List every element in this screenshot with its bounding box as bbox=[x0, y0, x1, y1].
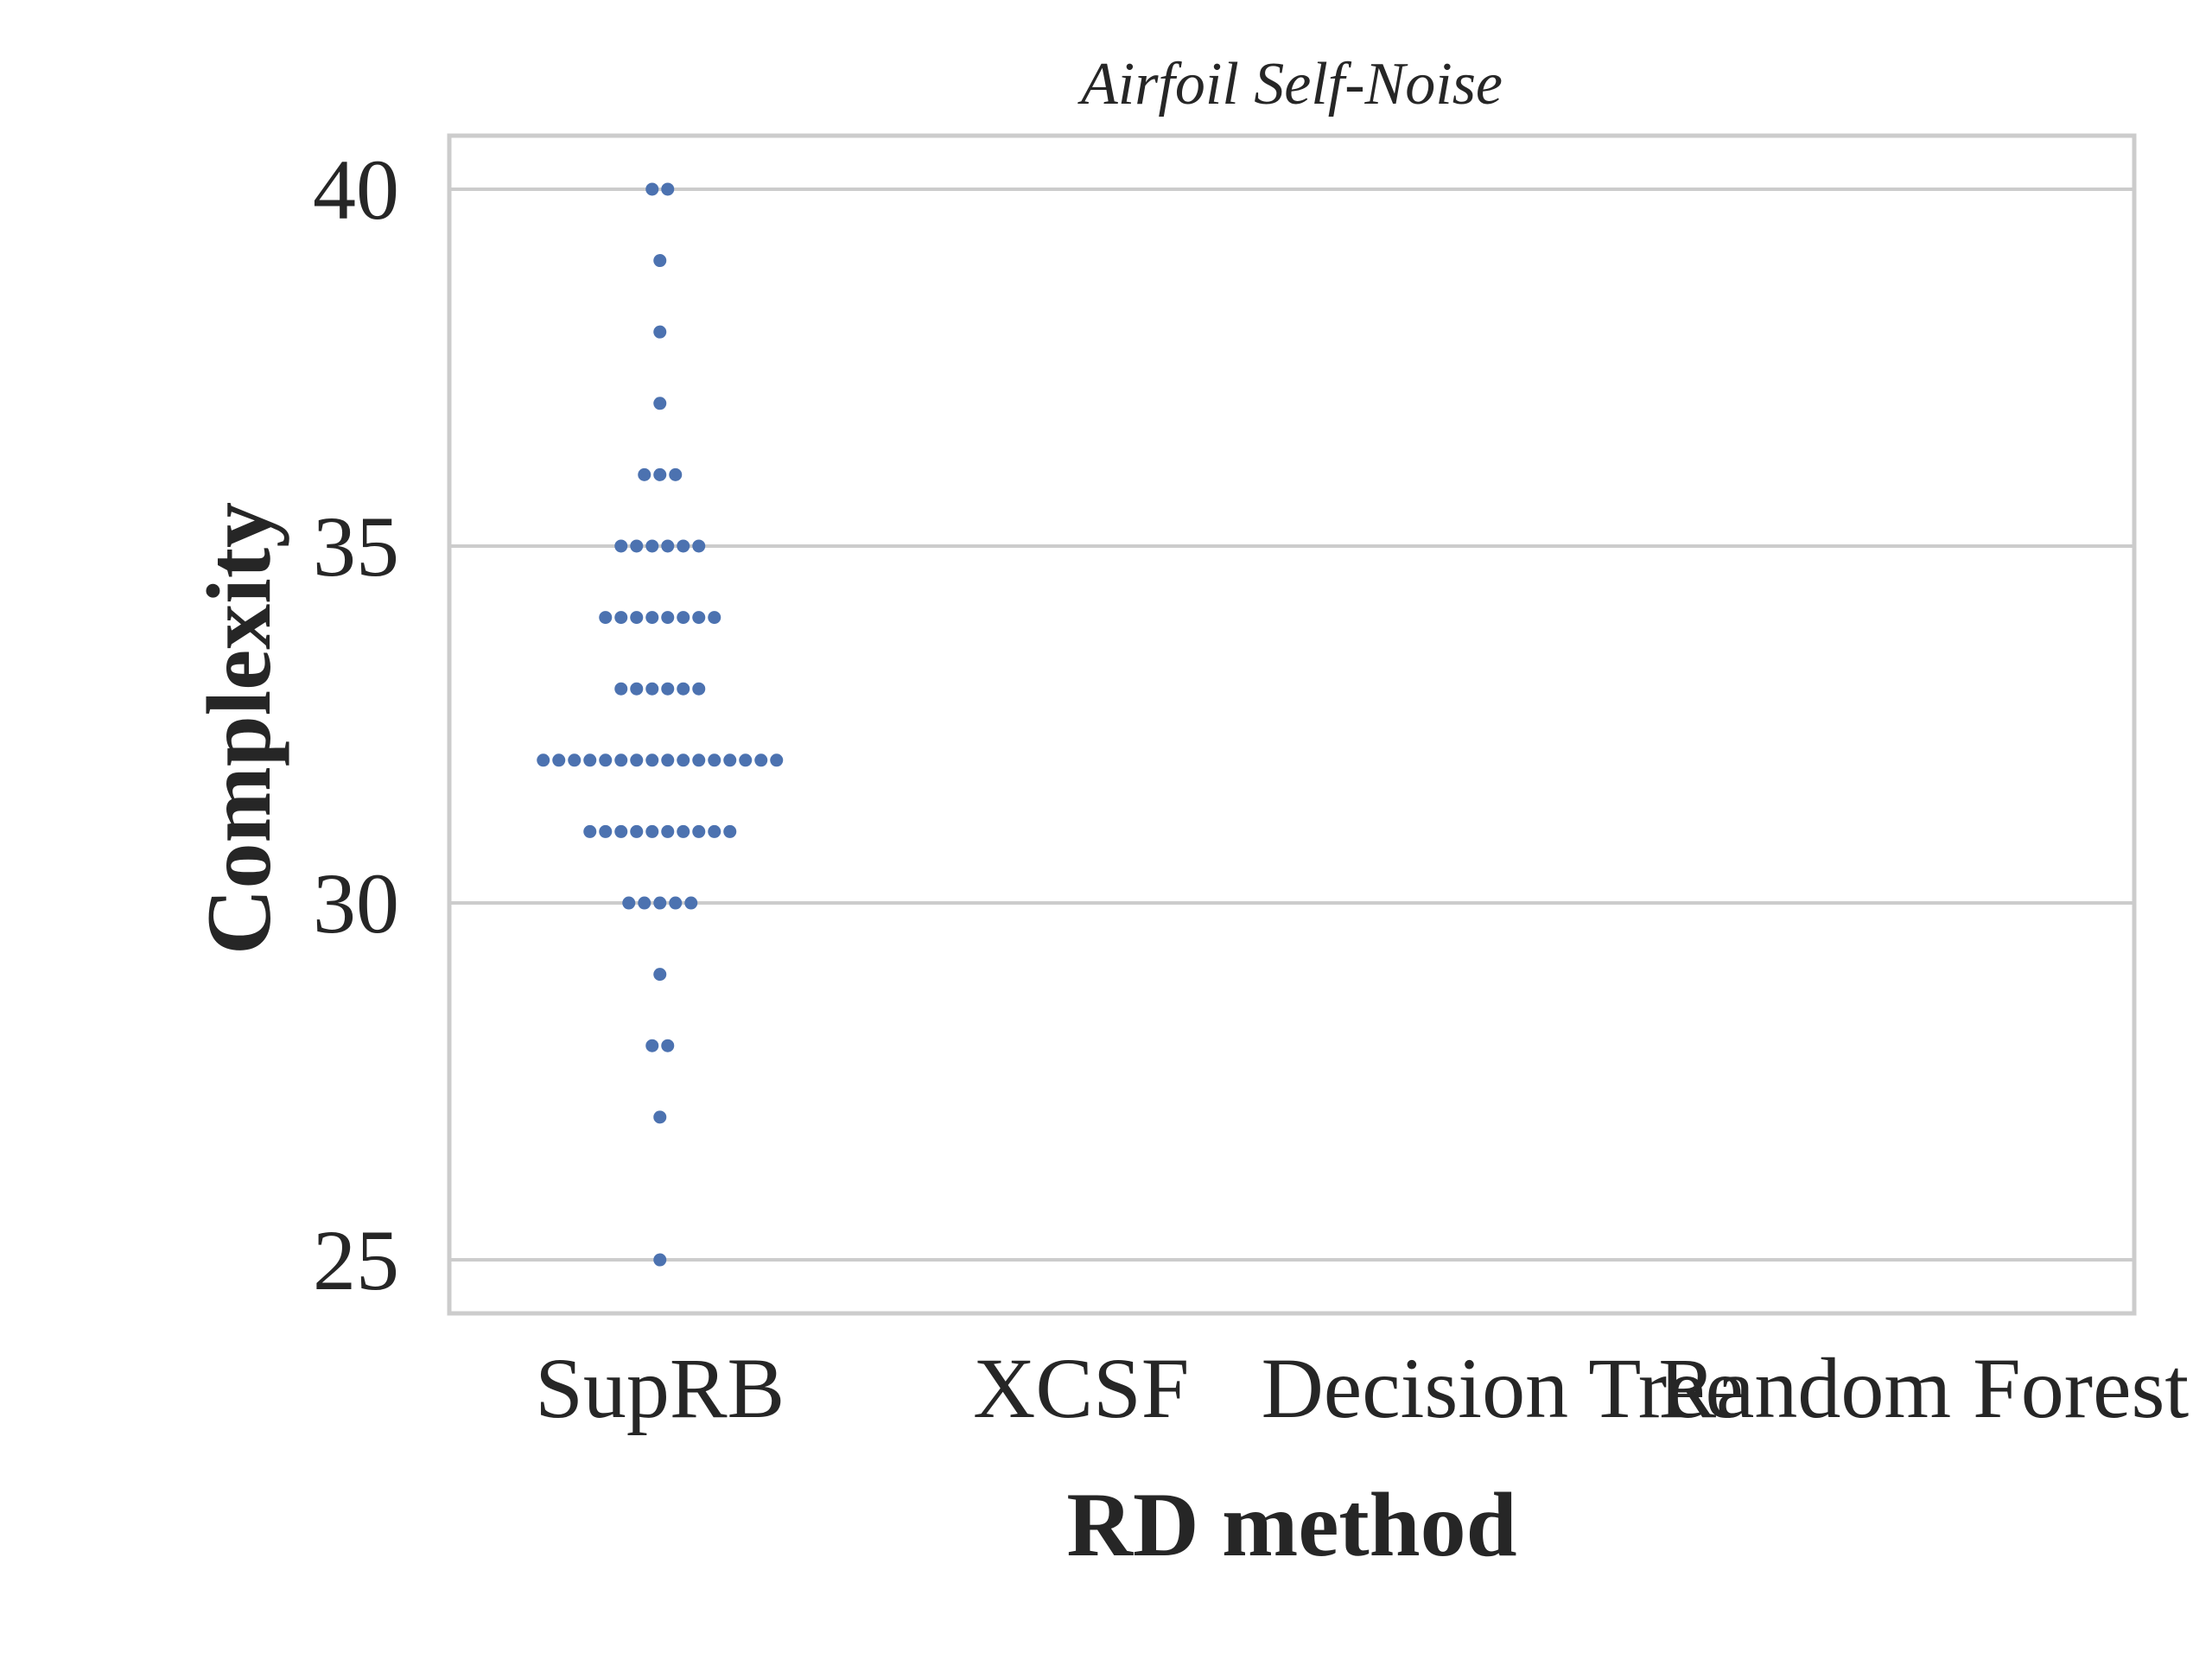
data-point bbox=[645, 1039, 659, 1052]
x-axis-label: RD method bbox=[1066, 1474, 1516, 1575]
data-point bbox=[669, 467, 683, 481]
data-point bbox=[669, 896, 683, 910]
data-point bbox=[692, 753, 706, 767]
y-axis-label: Complexity bbox=[188, 502, 289, 955]
data-point bbox=[614, 824, 628, 838]
data-point bbox=[653, 968, 667, 982]
data-point bbox=[653, 325, 667, 339]
data-point bbox=[684, 896, 698, 910]
data-point bbox=[653, 896, 667, 910]
y-tick-label-25: 25 bbox=[313, 1212, 399, 1308]
data-point bbox=[583, 824, 597, 838]
data-point bbox=[677, 753, 690, 767]
data-point bbox=[677, 682, 690, 696]
data-point bbox=[692, 539, 706, 553]
x-tick-label-suprb: SupRB bbox=[535, 1340, 785, 1436]
x-tick-label-xcsf: XCSF bbox=[973, 1340, 1189, 1436]
y-tick-label-35: 35 bbox=[313, 499, 399, 594]
data-point bbox=[692, 682, 706, 696]
data-point bbox=[630, 682, 644, 696]
data-point bbox=[754, 753, 768, 767]
data-point bbox=[653, 467, 667, 481]
data-point bbox=[638, 467, 652, 481]
data-point bbox=[739, 753, 753, 767]
data-point bbox=[552, 753, 566, 767]
data-point bbox=[661, 611, 675, 625]
data-point bbox=[677, 539, 690, 553]
data-point bbox=[653, 254, 667, 268]
data-point bbox=[630, 539, 644, 553]
data-point bbox=[645, 824, 659, 838]
data-point bbox=[614, 682, 628, 696]
data-point bbox=[614, 539, 628, 553]
y-tick-label-30: 30 bbox=[313, 855, 399, 951]
data-point bbox=[645, 611, 659, 625]
data-point bbox=[770, 753, 784, 767]
data-point bbox=[661, 1039, 675, 1052]
data-point bbox=[661, 824, 675, 838]
x-tick-label-decision-tree: Decision Tree bbox=[1262, 1340, 1744, 1436]
data-point bbox=[723, 824, 737, 838]
data-point bbox=[599, 611, 613, 625]
data-point bbox=[583, 753, 597, 767]
data-point bbox=[677, 824, 690, 838]
data-point bbox=[645, 182, 659, 196]
data-point bbox=[537, 753, 550, 767]
data-point bbox=[692, 611, 706, 625]
data-point bbox=[653, 397, 667, 410]
data-point bbox=[645, 753, 659, 767]
data-point bbox=[661, 753, 675, 767]
data-point bbox=[614, 611, 628, 625]
data-point bbox=[645, 682, 659, 696]
data-point bbox=[692, 824, 706, 838]
data-point bbox=[677, 611, 690, 625]
data-point bbox=[708, 753, 721, 767]
data-point bbox=[723, 753, 737, 767]
data-point bbox=[708, 824, 721, 838]
data-point bbox=[653, 1110, 667, 1124]
data-point bbox=[599, 753, 613, 767]
data-point bbox=[614, 753, 628, 767]
data-point bbox=[599, 824, 613, 838]
chart-title: Airfoil Self-Noise bbox=[1077, 51, 1503, 118]
data-point bbox=[622, 896, 636, 910]
data-points bbox=[537, 182, 784, 1267]
data-point bbox=[568, 753, 582, 767]
data-point bbox=[630, 611, 644, 625]
data-point bbox=[653, 1253, 667, 1267]
y-tick-label-40: 40 bbox=[313, 142, 399, 238]
gridlines bbox=[449, 187, 2134, 1262]
x-tick-label-random-forest: Random Forest bbox=[1658, 1340, 2189, 1436]
data-point bbox=[661, 682, 675, 696]
data-point bbox=[630, 753, 644, 767]
data-point bbox=[708, 611, 721, 625]
data-point bbox=[638, 896, 652, 910]
data-point bbox=[630, 824, 644, 838]
data-point bbox=[661, 182, 675, 196]
plot-frame bbox=[447, 133, 2137, 1316]
data-point bbox=[661, 539, 675, 553]
y-tick-labels: 25 30 35 40 bbox=[313, 142, 399, 1308]
data-point bbox=[645, 539, 659, 553]
